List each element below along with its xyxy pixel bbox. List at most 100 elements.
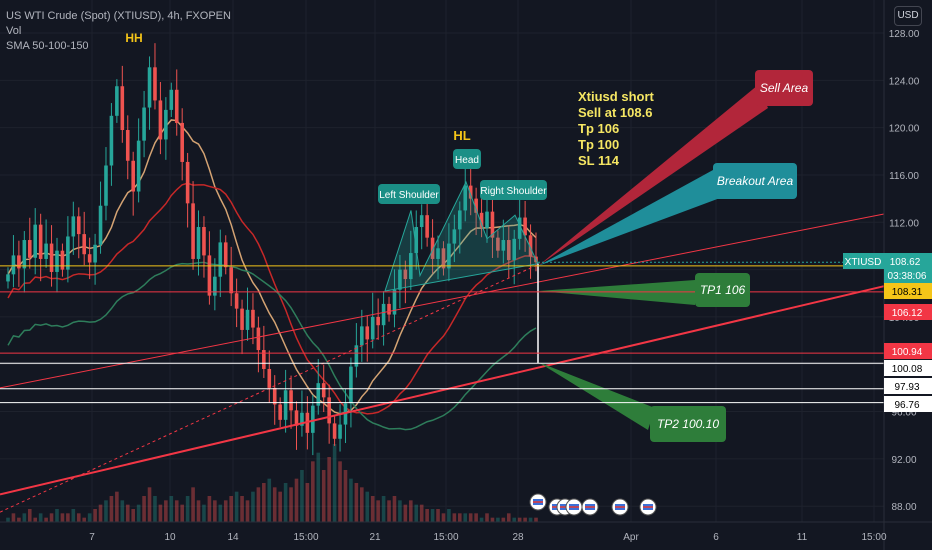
trade-note-line: Tp 100 — [578, 137, 619, 152]
volume-bar — [316, 452, 321, 522]
volume-bar — [174, 500, 179, 522]
candle-body — [93, 244, 97, 263]
trade-note-line: Xtiusd short — [578, 89, 655, 104]
volume-bar — [256, 487, 261, 522]
sell-area-label: Sell Area — [760, 81, 809, 95]
head-label-box — [453, 149, 481, 169]
hl-label: HL — [453, 128, 470, 143]
volume-bar — [305, 483, 310, 522]
hh-label: HH — [125, 31, 142, 45]
candle-body — [316, 383, 321, 406]
candle-body — [425, 215, 429, 238]
tp1-label: TP1 106 — [700, 283, 746, 297]
x-tick-label: 15:00 — [293, 532, 318, 543]
volume-bar — [158, 504, 163, 522]
x-tick-label: 15:00 — [861, 532, 886, 543]
volume-bar — [289, 487, 293, 522]
candle-body — [517, 217, 522, 239]
candle-body — [60, 250, 65, 270]
volume-bar — [534, 517, 538, 522]
y-tick-label: 124.00 — [889, 76, 920, 87]
volume-bar — [22, 513, 27, 522]
candle-body — [76, 216, 81, 235]
volume-bar — [213, 500, 217, 522]
volume-bar — [109, 496, 114, 522]
volume-bar — [300, 470, 304, 522]
candle-body — [387, 303, 391, 315]
volume-bar — [343, 470, 348, 522]
volume-bar — [387, 500, 391, 522]
right-shoulder-label: Right Shoulder — [480, 186, 547, 197]
candle-body — [147, 67, 152, 108]
candle-body — [354, 345, 359, 367]
volume-bar — [419, 504, 424, 522]
volume-bar — [392, 496, 397, 522]
candle-body — [125, 130, 130, 161]
candle-body — [370, 316, 375, 340]
price-tag-value: 96.76 — [894, 400, 919, 411]
y-tick-label: 96.00 — [891, 408, 916, 419]
volume-bar — [223, 500, 228, 522]
candle-body — [245, 309, 250, 330]
volume-bar — [147, 487, 152, 522]
horizontal-levels — [0, 261, 884, 404]
price-tag — [884, 360, 932, 376]
volume-bar — [169, 496, 174, 522]
volume-label: Vol — [6, 25, 22, 37]
candle-body — [327, 397, 331, 424]
x-tick-label: 28 — [512, 532, 524, 543]
trade-note-line: Tp 106 — [578, 121, 619, 136]
candle-body — [256, 327, 261, 351]
candle-body — [6, 274, 10, 282]
volume-bar — [409, 500, 413, 522]
candle-body — [463, 185, 468, 211]
volume-bar — [512, 517, 517, 522]
x-tick-label: 7 — [89, 532, 95, 543]
volume-bar — [262, 483, 266, 522]
volume-bar — [17, 517, 21, 522]
candle-body — [262, 350, 266, 369]
candle-body — [392, 289, 397, 315]
volume-bar — [104, 500, 108, 522]
candle-body — [283, 390, 288, 420]
candle-body — [452, 229, 457, 244]
symbol-title: US WTI Crude (Spot) (XTIUSD), 4h, FXOPEN — [6, 10, 231, 22]
candle-body — [523, 217, 527, 236]
candle-body — [294, 410, 299, 426]
currency-button[interactable]: USD — [894, 6, 922, 26]
price-tag-value: 100.94 — [892, 347, 923, 358]
volume-bar — [474, 513, 478, 522]
candle-body — [142, 107, 146, 141]
volume-bar — [11, 513, 16, 522]
x-tick-label: 21 — [369, 532, 381, 543]
candle-body — [11, 255, 16, 275]
volume-bar — [240, 496, 244, 522]
candle-body — [120, 86, 125, 131]
volume-bar — [485, 513, 489, 522]
candle-body — [485, 211, 489, 229]
volume-bar — [98, 504, 103, 522]
volume-bar — [463, 513, 468, 522]
candle-body — [501, 240, 506, 251]
volume-bar — [354, 483, 359, 522]
candle-body — [66, 236, 70, 270]
candle-body — [218, 242, 223, 277]
volume-bar — [360, 487, 364, 522]
volume-bar — [44, 517, 48, 522]
candle-body — [506, 240, 511, 261]
candle-body — [365, 326, 370, 340]
candle-body — [251, 309, 255, 328]
x-tick-label: Apr — [623, 532, 639, 543]
volume-bar — [327, 457, 331, 522]
candle-body — [436, 248, 440, 259]
volume-bar — [55, 509, 59, 522]
candle-body — [272, 387, 277, 405]
volume-bar — [82, 517, 87, 522]
sell-area-pointer — [538, 85, 768, 266]
volume-bar — [115, 491, 119, 522]
x-tick-label: 15:00 — [433, 532, 458, 543]
tp1-label-box — [695, 273, 750, 307]
volume-bar — [457, 513, 462, 522]
